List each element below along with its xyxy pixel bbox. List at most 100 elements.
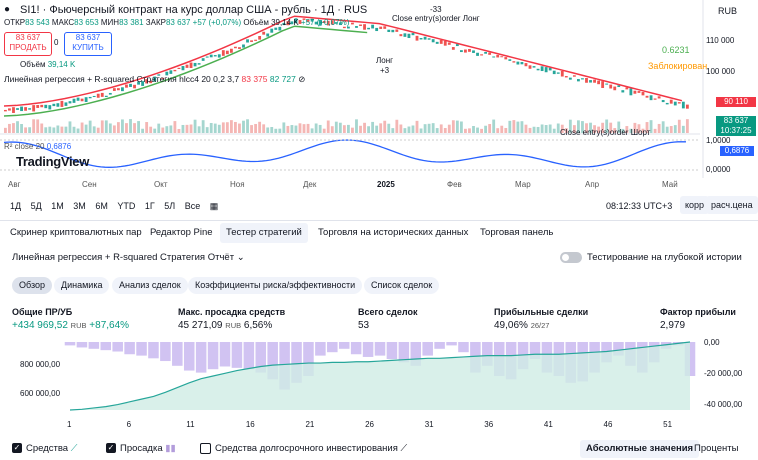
range-1m[interactable]: 1М [51, 201, 64, 211]
candle [217, 54, 221, 58]
range-all[interactable]: Все [184, 201, 201, 211]
legend-drawdown[interactable]: ✓ Просадка ▮▮ [106, 443, 176, 454]
volume-bar [121, 119, 124, 133]
drawdown-bar [112, 342, 123, 352]
drawdown-bar [434, 342, 445, 349]
currency-label[interactable]: RUB [718, 6, 738, 16]
r2-legend[interactable]: R² close 20 0,6876 [4, 142, 72, 151]
volume-bar [641, 128, 645, 133]
clock[interactable]: 08:12:33 UTC+3 [606, 201, 673, 211]
deep-backtest-toggle[interactable]: Тестирование на глубокой истории [560, 252, 742, 263]
buy-button[interactable]: 83 637 КУПИТЬ [64, 32, 112, 56]
drawdown-bar [529, 342, 541, 359]
candle [581, 78, 584, 80]
range-1y[interactable]: 1Г [144, 201, 155, 211]
volume-bar [439, 124, 443, 133]
candle [411, 33, 415, 36]
range-5y[interactable]: 5Л [164, 201, 176, 211]
candle [665, 102, 669, 105]
tab-crypto-screener[interactable]: Скринер криптовалютных пар [10, 227, 142, 238]
candle [238, 47, 241, 49]
regression-upper-line [3, 15, 683, 107]
volume-bar [524, 124, 528, 133]
volume-bar [286, 125, 290, 133]
volume-bar [459, 121, 463, 133]
drawdown-bar [88, 342, 100, 349]
volume-bar [383, 120, 387, 133]
candle [133, 84, 136, 89]
volume-bar [24, 127, 28, 133]
tab-bar-replay[interactable]: Торговля на исторических данных [318, 227, 469, 238]
drawdown-bar-icon: ▮▮ [165, 443, 176, 454]
volume-bar [270, 126, 274, 133]
equity-x-label: 51 [663, 420, 673, 429]
subtab-overview[interactable]: Обзор [12, 277, 52, 294]
equity-chart[interactable] [0, 338, 758, 438]
candle [395, 29, 399, 32]
tab-pine-editor[interactable]: Редактор Pine [150, 227, 213, 238]
drawdown-bar [243, 342, 255, 370]
range-ytd[interactable]: YTD [117, 201, 136, 211]
time-axis-label: Окт [154, 180, 168, 189]
drawdown-bar [183, 342, 195, 371]
volume-bar [476, 127, 479, 133]
drawdown-bar [338, 342, 350, 349]
price-chart[interactable]: SI1! · Фьючерсный контракт на курс долла… [0, 0, 758, 190]
legend-longterm[interactable]: Средства долгосрочного инвестирования ⟋ [200, 440, 407, 458]
candle [359, 24, 362, 26]
candle [294, 18, 298, 24]
volume-bar [92, 126, 96, 133]
time-axis-label: Дек [303, 180, 317, 189]
candle [419, 38, 423, 40]
r2-value-tag: 0,6876 [720, 146, 754, 156]
volume-bar [52, 127, 56, 133]
volume-bar [585, 123, 588, 133]
candle [250, 40, 253, 42]
drawdown-bar [64, 342, 76, 346]
subtab-trade-list[interactable]: Список сделок [364, 277, 440, 294]
time-axis-label: Май [662, 180, 678, 189]
sell-button[interactable]: 83 637 ПРОДАТЬ [4, 32, 52, 56]
percent-button[interactable]: Проценты [694, 443, 739, 454]
candle [157, 74, 161, 76]
candle [92, 95, 96, 98]
time-axis-label: 2025 [377, 180, 395, 189]
volume-bar [129, 119, 132, 133]
candle [64, 102, 68, 106]
candle [318, 19, 322, 26]
tab-strategy-tester[interactable]: Тестер стратегий [220, 223, 308, 243]
time-axis-label: Фев [447, 180, 462, 189]
range-1d[interactable]: 1Д [10, 201, 22, 211]
range-3m[interactable]: 3М [73, 201, 86, 211]
toggle-switch[interactable] [560, 252, 582, 263]
subtab-trade-analysis[interactable]: Анализ сделок [112, 277, 188, 294]
candle [185, 64, 189, 68]
report-title[interactable]: Линейная регрессия + R-squared Стратегия… [12, 252, 245, 263]
range-5d[interactable]: 5Д [30, 201, 42, 211]
drawdown-bar [410, 342, 422, 366]
range-6m[interactable]: 6М [95, 201, 108, 211]
subtab-dynamics[interactable]: Динамика [54, 277, 110, 294]
legend-equity[interactable]: ✓ Средства ⟋ [12, 443, 78, 454]
absolute-values-button[interactable]: Абсолютные значения [580, 440, 700, 458]
adj-button[interactable]: корр [680, 196, 710, 214]
candle [371, 24, 375, 29]
calendar-icon[interactable]: ▦ [209, 201, 219, 211]
drawdown-bar [303, 342, 314, 376]
candle [568, 77, 572, 80]
checkbox-checked-icon[interactable]: ✓ [106, 443, 116, 454]
tab-trading-panel[interactable]: Торговая панель [480, 227, 554, 238]
volume-bar [68, 121, 72, 133]
checkbox-checked-icon[interactable]: ✓ [12, 443, 22, 454]
chart-canvas[interactable] [0, 0, 758, 190]
settlement-price-button[interactable]: расч.цена [706, 196, 758, 214]
volume-bar [238, 123, 241, 133]
candle [407, 33, 411, 39]
checkbox-unchecked-icon[interactable] [200, 442, 211, 454]
hide-icon[interactable]: ⊘ [298, 74, 306, 84]
symbol-title[interactable]: SI1! · Фьючерсный контракт на курс долла… [20, 4, 368, 16]
subtab-risk-ratios[interactable]: Коэффициенты риска/эффективности [188, 277, 363, 294]
candle [459, 50, 463, 53]
volume-bar [84, 124, 88, 133]
regression-legend[interactable]: Линейная регрессия + R-squared Стратегия… [4, 74, 306, 84]
